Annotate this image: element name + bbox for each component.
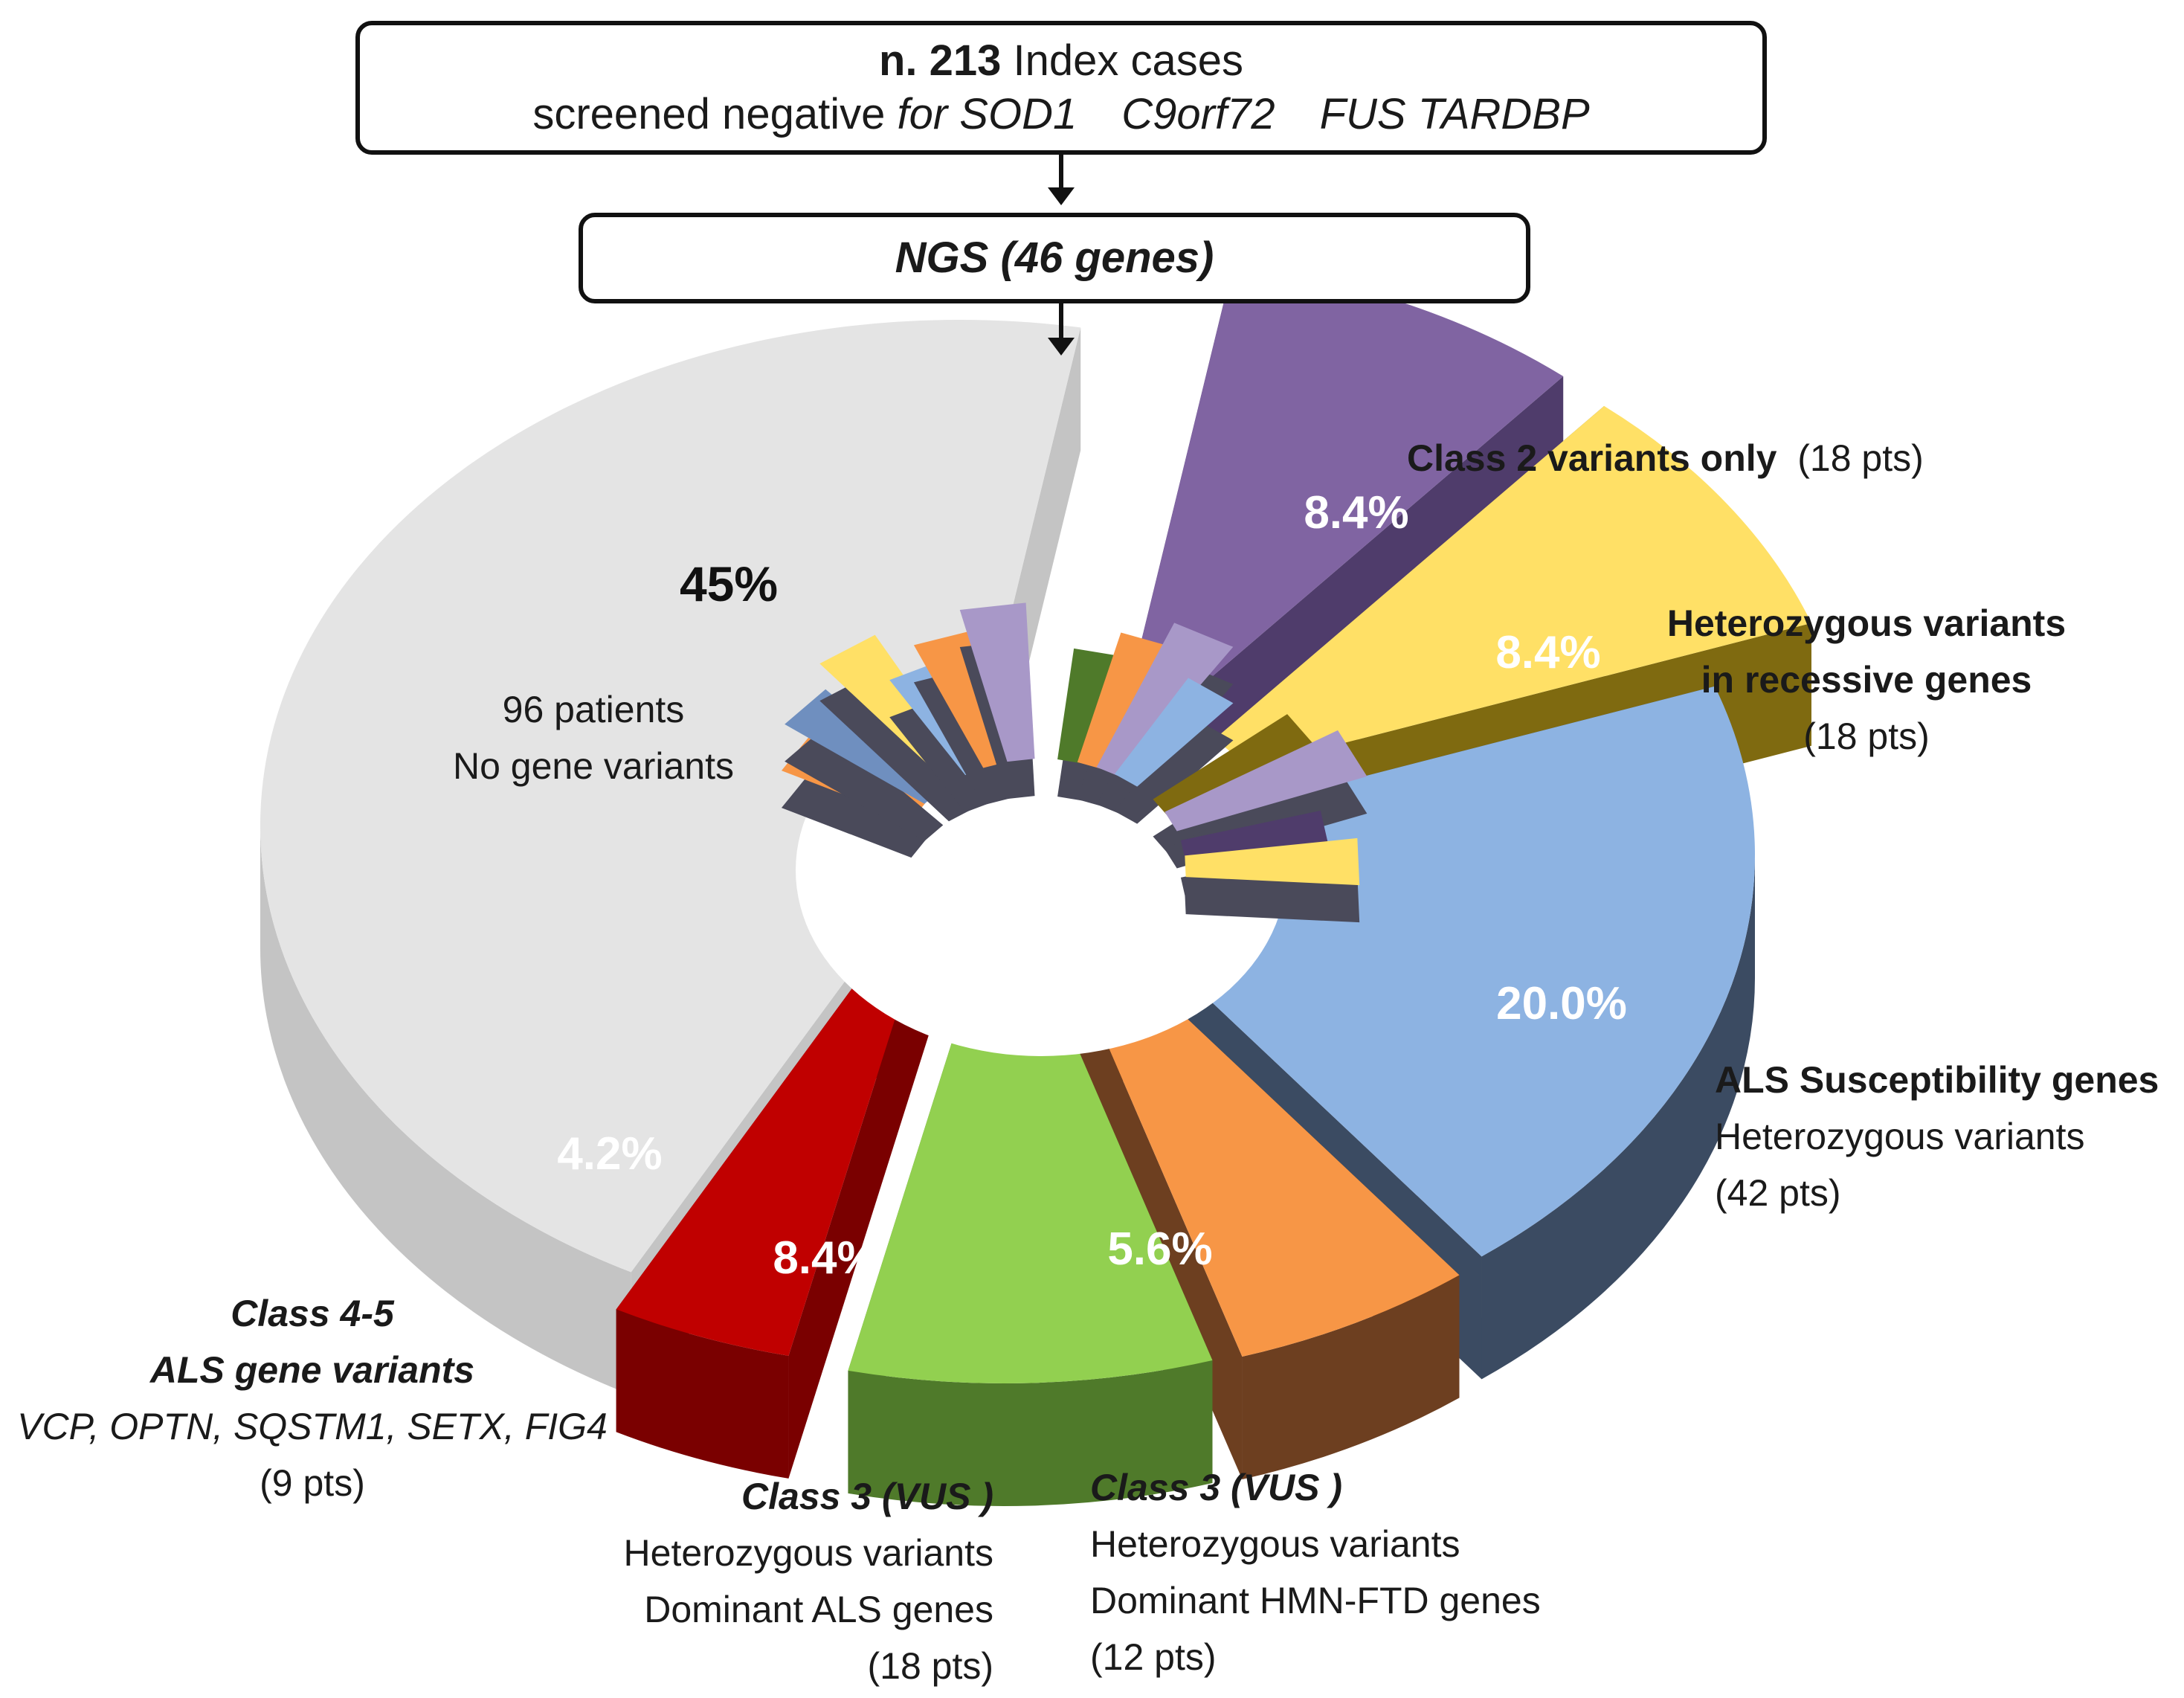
vus-hmn-sub-1: Heterozygous variants	[1090, 1523, 1460, 1565]
slice-side-vus_hmn_ftd	[1242, 1275, 1460, 1480]
sub-slice	[1165, 730, 1368, 832]
no-variants-annotation: 96 patients No gene variants	[408, 681, 779, 794]
vus-hmn-pts: (12 pts)	[1090, 1636, 1217, 1678]
sub-slice	[1185, 837, 1360, 886]
slice-pct-label-class45: 4.2%	[557, 1128, 662, 1180]
sub-slice-side	[889, 698, 990, 813]
susceptibility-sub: Heterozygous variants	[1715, 1116, 2085, 1157]
slice-pct-label-class2: 8.4%	[1304, 487, 1408, 538]
sub-slice-side	[819, 672, 972, 822]
class45-pts: (9 pts)	[260, 1462, 365, 1504]
down-arrow-icon	[1048, 153, 1075, 205]
screened-for-label: for	[897, 90, 948, 138]
no-variants-patients: 96 patients	[502, 689, 685, 730]
sub-slice	[1153, 714, 1322, 817]
slice-side-vus_als	[848, 1360, 1213, 1506]
sub-slice	[1114, 678, 1234, 787]
slice-pct-label-recessive: 8.4%	[1495, 627, 1600, 678]
ngs-box: NGS (46 genes)	[579, 213, 1530, 303]
slice-recessive	[1153, 405, 1811, 792]
screened-negative-line: screened negative for SOD1 C9orf72 FUS TAR…	[532, 88, 1589, 141]
vus-hmn-annotation: Class 3 (VUS ) Heterozygous variants Dom…	[1090, 1459, 1541, 1685]
vus-hmn-title: Class 3 (VUS )	[1090, 1467, 1343, 1508]
sub-slice-side	[781, 771, 927, 858]
slice-pct-label-vus_als: 8.4%	[773, 1232, 877, 1284]
recessive-title-1: Heterozygous variants	[1666, 602, 2067, 644]
recessive-pts: (18 pts)	[1803, 715, 1930, 757]
slice-side-no_variants	[260, 826, 631, 1395]
susceptibility-annotation: ALS Susceptibility genes Heterozygous va…	[1715, 1052, 2159, 1221]
sub-slice	[1096, 623, 1234, 777]
slice-side-class45	[616, 1309, 789, 1479]
slice-no_variants	[260, 319, 1081, 1273]
sub-slice	[913, 630, 1010, 768]
class2-pts: (18 pts)	[1797, 437, 1924, 479]
pie-slice-tops: 45% 8.4% 8.4% 20.0% 5.6% 8.4% 4.2%	[260, 264, 1811, 1384]
index-cases-line: n. 213 Index cases	[879, 34, 1243, 88]
class2-annotation: Class 2 variants only (18 pts)	[1407, 430, 1924, 486]
screened-negative-label: screened negative	[532, 90, 886, 138]
gene-sod1: SOD1	[959, 90, 1077, 138]
sub-slice	[959, 602, 1035, 762]
sub-slice-side	[785, 726, 944, 841]
sub-slice-side	[1185, 875, 1360, 923]
vus-als-pts: (18 pts)	[867, 1645, 993, 1687]
gene-tardbp: TARDBP	[1417, 90, 1590, 138]
slice-pct-label-vus_hmn_ftd: 5.6%	[1107, 1223, 1212, 1275]
index-case-count: n. 213	[878, 36, 1002, 85]
vus-als-title: Class 3 (VUS )	[741, 1476, 993, 1517]
sub-slice-side	[1114, 715, 1234, 824]
class45-title-1: Class 4-5	[231, 1293, 394, 1334]
ngs-label: NGS (46 genes)	[895, 234, 1214, 282]
recessive-title-2: in recessive genes	[1701, 659, 2032, 701]
no-variants-desc: No gene variants	[452, 745, 734, 787]
gene-fus: FUS	[1319, 90, 1406, 138]
class2-title: Class 2 variants only	[1407, 437, 1777, 479]
vus-als-annotation: Class 3 (VUS ) Heterozygous variants Dom…	[473, 1468, 993, 1694]
susceptibility-pts: (42 pts)	[1715, 1172, 1841, 1214]
sub-slice-side	[913, 667, 1010, 805]
susceptibility-title: ALS Susceptibility genes	[1715, 1059, 2159, 1101]
slice-side-susceptibility	[1481, 855, 1755, 1380]
index-case-label: Index cases	[1013, 36, 1244, 85]
index-cases-box: n. 213 Index cases screened negative for…	[355, 21, 1767, 155]
class45-genes: VCP, OPTN, SQSTM1, SETX, FIG4	[17, 1406, 608, 1447]
vus-als-sub-2: Dominant ALS genes	[644, 1589, 993, 1630]
class45-annotation: Class 4-5 ALS gene variants VCP, OPTN, S…	[7, 1285, 617, 1511]
class45-title-2: ALS gene variants	[149, 1349, 475, 1391]
recessive-annotation: Heterozygous variants in recessive genes…	[1666, 595, 2067, 765]
gene-c9orf72: C9orf72	[1121, 90, 1275, 138]
vus-hmn-sub-2: Dominant HMN-FTD genes	[1090, 1580, 1541, 1621]
slice-class2	[1112, 264, 1564, 763]
slice-pct-label-no_variants: 45%	[680, 556, 778, 611]
slice-pct-label-susceptibility: 20.0%	[1496, 978, 1627, 1029]
slice-vus_als	[848, 878, 1213, 1384]
down-arrow-icon	[1048, 302, 1075, 356]
vus-als-sub-1: Heterozygous variants	[623, 1532, 993, 1574]
